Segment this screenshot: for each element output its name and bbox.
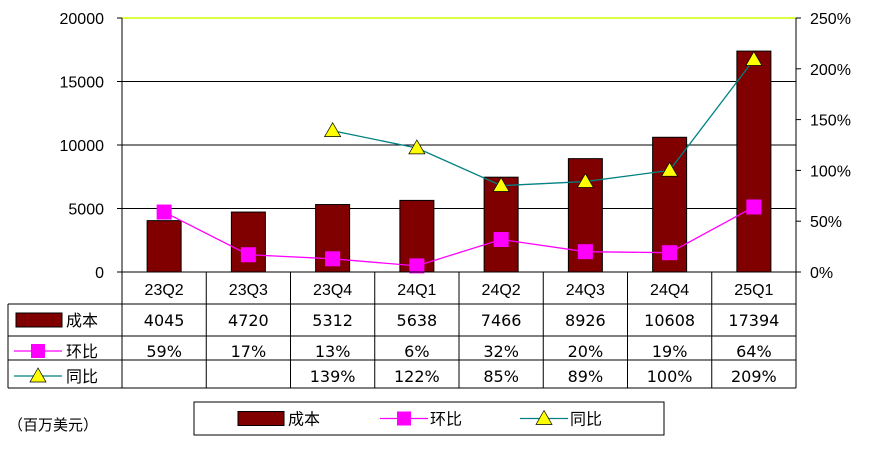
table-key-marker <box>29 367 47 383</box>
table-cell: 64% <box>736 342 772 361</box>
table-cell: 17% <box>231 342 267 361</box>
table-cell: 13% <box>315 342 351 361</box>
table-row-label: 环比 <box>66 342 98 361</box>
y-right-tick-label: 0% <box>810 265 833 282</box>
table-cell: 209% <box>731 367 777 386</box>
mom-point <box>325 251 341 267</box>
table-cell: 17394 <box>728 311 779 330</box>
mom-point <box>662 245 678 261</box>
y-right-tick-label: 200% <box>810 62 851 79</box>
legend-swatch-marker <box>397 411 411 426</box>
mom-point <box>493 231 509 247</box>
y-left-tick-label: 15000 <box>60 75 105 92</box>
y-right-tick-label: 150% <box>810 113 851 130</box>
yoy-point <box>576 172 594 188</box>
bar-23Q2 <box>146 220 182 273</box>
legend-label: 环比 <box>430 410 462 429</box>
table-cell: 5638 <box>397 311 438 330</box>
y-right-tick-label: 100% <box>810 163 851 180</box>
y-left-tick-label: 5000 <box>68 202 104 219</box>
unit-note: （百万美元） <box>8 416 99 434</box>
table-cell: 4720 <box>228 311 269 330</box>
y-left-tick-label: 20000 <box>60 11 105 28</box>
y-right-tick-label: 50% <box>810 214 842 231</box>
table-row-label: 成本 <box>66 311 98 330</box>
table-cell: 5312 <box>312 311 353 330</box>
x-tick-label: 23Q2 <box>145 282 184 299</box>
yoy-point <box>324 122 342 137</box>
x-tick-label: 24Q2 <box>482 282 521 299</box>
x-tick-label: 24Q1 <box>397 282 436 299</box>
mom-point <box>577 244 593 260</box>
table-cell: 20% <box>568 342 604 361</box>
mom-point <box>746 199 762 215</box>
table-cell: 122% <box>394 367 440 386</box>
legend-swatch-bar <box>237 411 285 426</box>
mom-point <box>240 247 256 263</box>
legend-swatch-marker <box>535 409 553 425</box>
y-left-tick-label: 10000 <box>60 138 105 155</box>
table-cell: 32% <box>483 342 519 361</box>
table-cell: 7466 <box>481 311 522 330</box>
bar-23Q3 <box>230 211 266 273</box>
bar-25Q1 <box>736 50 772 273</box>
table-cell: 4045 <box>144 311 185 330</box>
mom-line <box>163 206 755 267</box>
mom-point <box>156 204 172 220</box>
table-cell: 100% <box>647 367 693 386</box>
x-tick-label: 23Q4 <box>313 282 352 299</box>
legend-label: 同比 <box>570 410 602 429</box>
table-cell: 19% <box>652 342 688 361</box>
table-row-label: 同比 <box>66 367 98 386</box>
yoy-point <box>492 176 510 192</box>
y-left-tick-label: 0 <box>95 265 104 282</box>
x-tick-label: 24Q4 <box>650 282 689 299</box>
x-tick-label: 25Q1 <box>734 282 773 299</box>
legend-label: 成本 <box>288 410 320 429</box>
table-cell: 8926 <box>565 311 606 330</box>
x-tick-label: 24Q3 <box>566 282 605 299</box>
x-tick-label: 23Q3 <box>229 282 268 299</box>
bar-24Q2 <box>483 176 519 273</box>
table-cell: 10608 <box>644 311 695 330</box>
table-key-marker <box>31 344 45 358</box>
yoy-line <box>332 59 755 187</box>
yoy-point <box>661 161 679 177</box>
mom-point <box>409 258 425 274</box>
y-right-tick-label: 250% <box>810 11 851 28</box>
table-key-bar <box>15 312 63 328</box>
table-cell: 89% <box>568 367 604 386</box>
table-cell: 139% <box>310 367 356 386</box>
table-cell: 59% <box>146 342 182 361</box>
yoy-point <box>408 139 426 155</box>
table-cell: 85% <box>483 367 519 386</box>
table-cell: 6% <box>404 342 429 361</box>
yoy-point <box>745 50 763 66</box>
